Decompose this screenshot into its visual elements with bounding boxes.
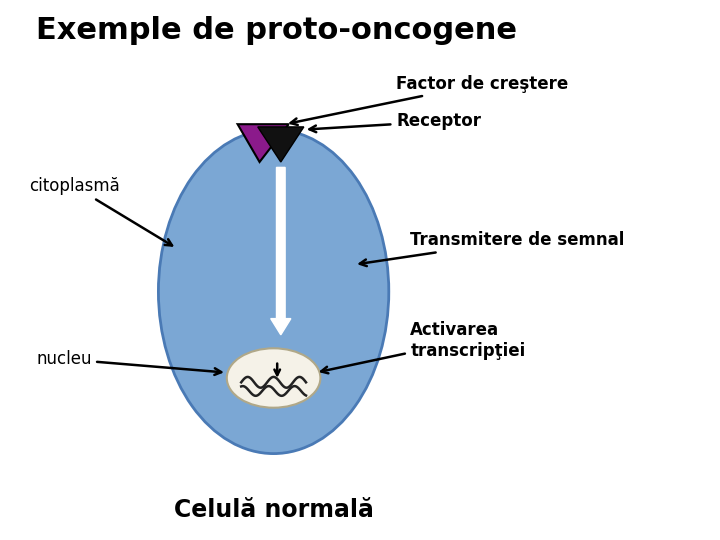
Text: nucleu: nucleu	[36, 350, 221, 375]
FancyArrow shape	[271, 167, 291, 335]
Text: Celulă normală: Celulă normală	[174, 498, 374, 522]
Polygon shape	[258, 127, 304, 162]
Text: Exemple de proto-oncogene: Exemple de proto-oncogene	[36, 16, 517, 45]
Polygon shape	[238, 124, 289, 162]
Ellipse shape	[158, 130, 389, 454]
Text: Receptor: Receptor	[310, 112, 481, 132]
Text: Factor de creştere: Factor de creştere	[291, 75, 568, 125]
Text: citoplasmă: citoplasmă	[29, 177, 172, 246]
Text: Transmitere de semnal: Transmitere de semnal	[360, 231, 625, 266]
Ellipse shape	[227, 348, 320, 408]
Text: Activarea
transcripţiei: Activarea transcripţiei	[321, 321, 526, 373]
